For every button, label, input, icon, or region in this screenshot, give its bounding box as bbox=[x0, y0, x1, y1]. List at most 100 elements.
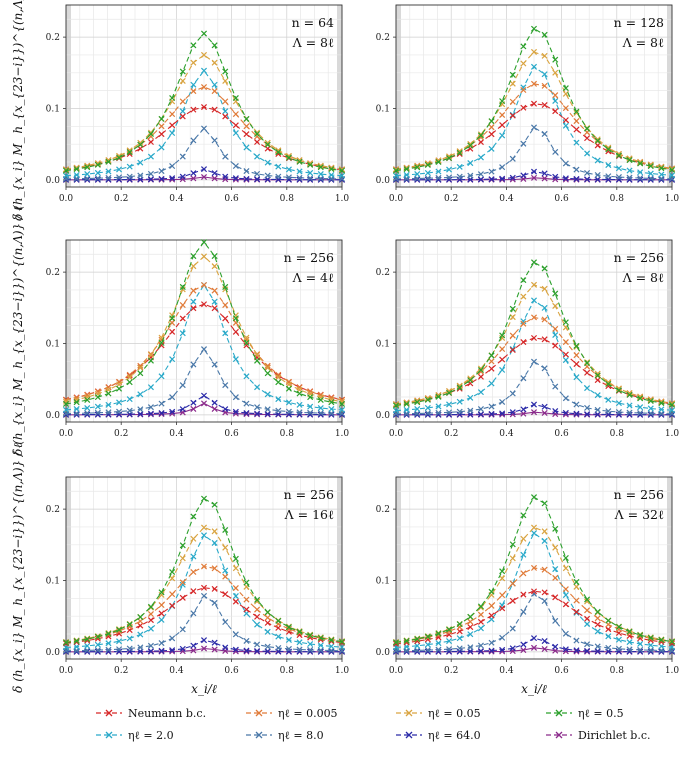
data-point bbox=[392, 639, 400, 646]
data-point bbox=[147, 404, 154, 411]
data-point bbox=[552, 290, 559, 297]
data-point bbox=[424, 161, 431, 169]
data-point bbox=[530, 100, 538, 107]
data-point bbox=[317, 410, 324, 417]
data-point bbox=[668, 176, 676, 183]
data-point bbox=[169, 315, 176, 322]
data-point bbox=[626, 174, 633, 181]
data-point bbox=[169, 647, 176, 654]
data-point bbox=[520, 60, 527, 67]
data-point bbox=[232, 555, 239, 562]
data-point bbox=[84, 171, 91, 178]
data-point bbox=[232, 122, 239, 129]
data-point bbox=[126, 163, 133, 170]
data-point bbox=[499, 176, 506, 183]
data-point bbox=[126, 379, 133, 386]
data-point bbox=[605, 396, 612, 403]
data-point bbox=[573, 637, 580, 644]
data-point bbox=[94, 647, 101, 654]
data-point bbox=[541, 365, 548, 372]
data-point bbox=[94, 161, 101, 168]
data-point bbox=[562, 319, 569, 326]
data-point bbox=[158, 409, 165, 417]
data-point bbox=[137, 141, 144, 148]
data-point bbox=[275, 147, 282, 154]
data-point bbox=[179, 176, 186, 183]
y-tick-label: 0.0 bbox=[46, 411, 61, 421]
x-tick-label: 0.6 bbox=[224, 666, 239, 676]
data-point bbox=[222, 406, 229, 413]
data-point bbox=[190, 59, 197, 66]
data-point bbox=[190, 405, 197, 412]
data-point bbox=[105, 384, 112, 391]
data-point bbox=[637, 646, 644, 653]
data-point bbox=[158, 591, 165, 598]
legend-entry: ηℓ = 0.005 bbox=[246, 707, 338, 720]
data-point bbox=[211, 175, 218, 182]
panel-2: 0.0 0.2 0.4 0.6 0.8 1.0 0.0 0.1 0.2 n = 128 Λ = 8ℓ bbox=[376, 4, 679, 204]
data-point bbox=[637, 632, 644, 639]
data-point bbox=[509, 305, 516, 312]
data-point bbox=[232, 328, 239, 335]
data-point bbox=[562, 85, 569, 92]
data-point bbox=[594, 136, 601, 143]
data-point bbox=[435, 168, 442, 175]
data-point bbox=[158, 400, 165, 407]
data-point bbox=[520, 86, 527, 94]
data-point bbox=[254, 404, 261, 411]
data-point bbox=[147, 176, 154, 183]
data-point bbox=[285, 166, 292, 173]
data-point bbox=[338, 644, 346, 651]
data-point bbox=[116, 154, 123, 161]
data-point bbox=[317, 175, 324, 182]
data-point bbox=[541, 71, 548, 78]
data-point bbox=[179, 315, 186, 322]
data-point bbox=[275, 149, 282, 156]
y-tick-label: 0.1 bbox=[46, 576, 60, 586]
data-point bbox=[541, 101, 548, 109]
data-point bbox=[243, 339, 250, 346]
data-point bbox=[562, 646, 569, 653]
data-point bbox=[222, 591, 229, 598]
data-point bbox=[605, 644, 612, 651]
data-point bbox=[222, 98, 229, 105]
data-point bbox=[307, 641, 314, 648]
data-point bbox=[573, 342, 580, 349]
data-point bbox=[658, 406, 665, 413]
data-point bbox=[126, 396, 133, 403]
x-tick-label: 0.8 bbox=[280, 666, 295, 676]
x-axis-label: x_i/ℓ bbox=[521, 682, 547, 696]
data-point bbox=[232, 163, 239, 170]
data-point bbox=[626, 167, 633, 174]
data-point bbox=[435, 409, 442, 416]
data-point bbox=[605, 173, 612, 180]
data-point bbox=[562, 175, 569, 182]
data-point bbox=[190, 88, 197, 95]
data-point bbox=[530, 334, 538, 341]
data-point bbox=[147, 139, 154, 146]
data-point bbox=[84, 396, 91, 403]
data-point bbox=[637, 640, 644, 647]
data-point bbox=[200, 239, 208, 246]
data-point bbox=[190, 263, 197, 270]
data-point bbox=[541, 589, 548, 596]
data-point bbox=[200, 104, 208, 111]
data-point bbox=[499, 346, 506, 353]
data-point bbox=[403, 637, 410, 644]
data-point bbox=[552, 69, 559, 76]
data-point bbox=[605, 144, 612, 151]
data-point bbox=[296, 174, 303, 181]
data-point bbox=[328, 176, 335, 183]
data-point bbox=[169, 111, 176, 118]
data-point bbox=[84, 176, 91, 183]
data-point bbox=[552, 92, 559, 99]
data-point bbox=[222, 77, 229, 84]
data-point bbox=[169, 94, 176, 102]
data-point bbox=[243, 606, 250, 613]
x-tick-label: 0.6 bbox=[554, 666, 569, 676]
data-point bbox=[222, 283, 229, 290]
data-point bbox=[530, 401, 538, 408]
data-point bbox=[530, 494, 538, 501]
data-point bbox=[584, 615, 591, 622]
data-point bbox=[179, 579, 186, 586]
